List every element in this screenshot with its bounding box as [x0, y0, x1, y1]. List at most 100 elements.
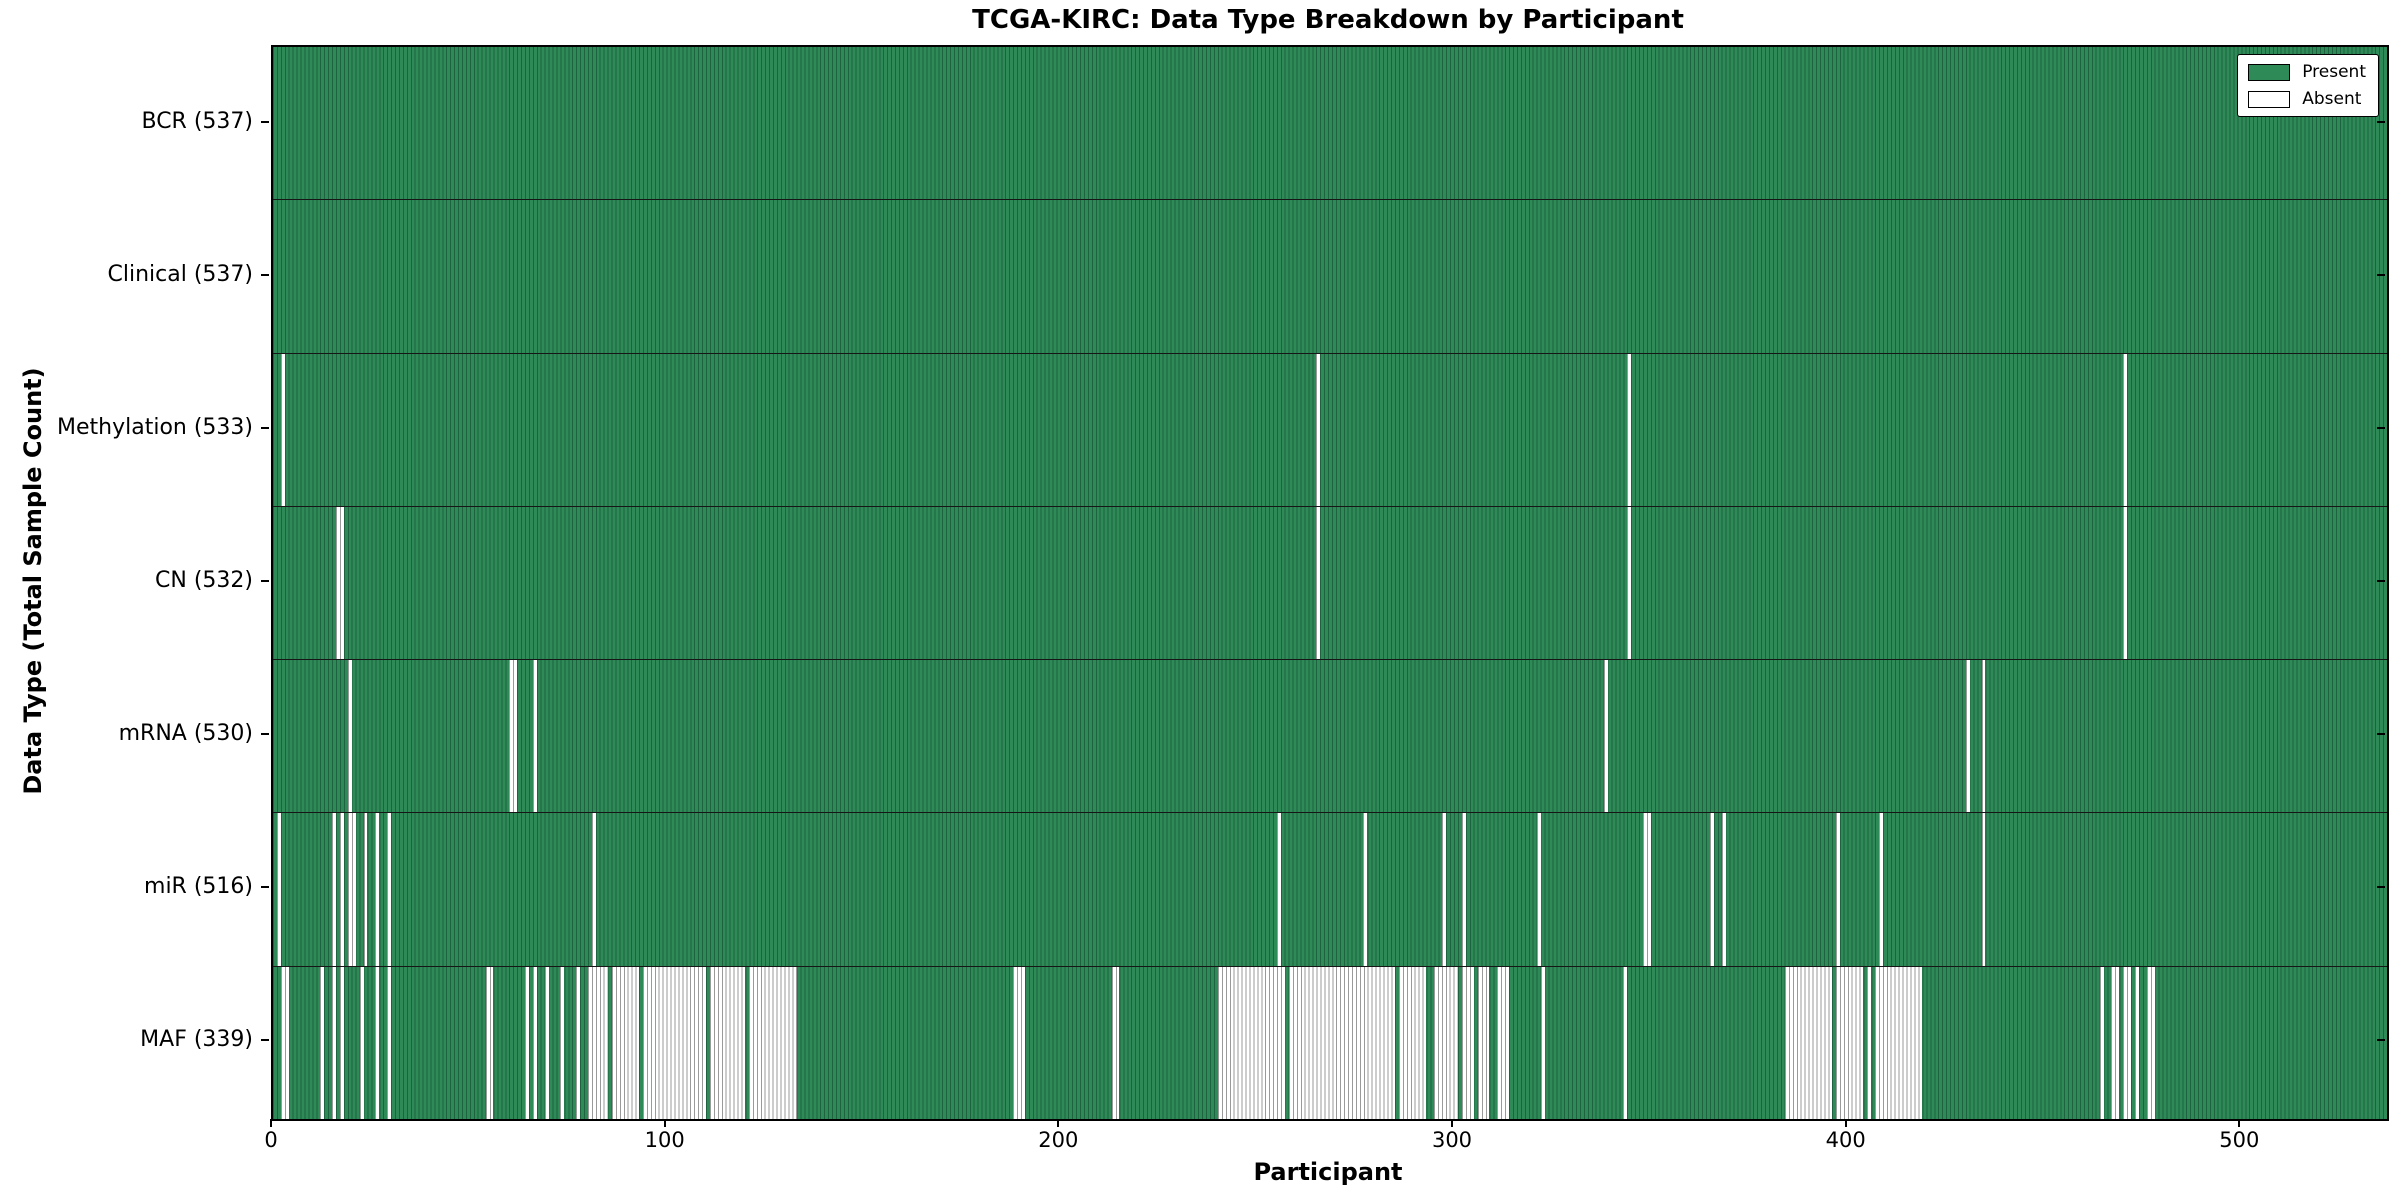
- absent-swatch-icon: [2248, 90, 2291, 108]
- present-swatch-icon: [2248, 63, 2291, 81]
- absent-segment: [485, 966, 494, 1119]
- x-tick: [270, 1119, 272, 1127]
- x-tick-label-500: 500: [2219, 1128, 2260, 1152]
- legend-entry-absent: Absent: [2248, 89, 2366, 109]
- absent-segment: [320, 966, 325, 1119]
- absent-segment: [280, 353, 285, 506]
- absent-segment: [280, 966, 289, 1119]
- absent-segment: [2123, 506, 2128, 660]
- absent-segment: [1603, 660, 1608, 813]
- absent-segment: [509, 660, 518, 813]
- absent-segment: [1709, 813, 1714, 966]
- x-tick: [1057, 1119, 1060, 1127]
- absent-segment: [2111, 966, 2120, 1119]
- y-tick: [261, 886, 269, 889]
- absent-segment: [387, 813, 392, 966]
- y-tick: [261, 120, 269, 123]
- heatmap-row-mir: [273, 812, 2387, 966]
- absent-segment: [532, 966, 537, 1119]
- x-tick-label-100: 100: [644, 1128, 685, 1152]
- absent-segment: [1316, 506, 1321, 660]
- absent-segment: [1111, 966, 1120, 1119]
- y-tick: [261, 426, 269, 429]
- x-tick-label-400: 400: [1825, 1128, 1866, 1152]
- absent-segment: [1721, 813, 1726, 966]
- x-tick: [1844, 1119, 1847, 1127]
- heatmap-row-mrna: [273, 659, 2387, 813]
- absent-segment: [1835, 966, 1864, 1119]
- absent-segment: [1623, 966, 1628, 1119]
- absent-segment: [1835, 813, 1840, 966]
- absent-segment: [2146, 966, 2155, 1119]
- y-tick-label-cn: CN (532): [155, 568, 253, 593]
- y-tick: [261, 1039, 269, 1042]
- plot-area: Present Absent: [271, 45, 2389, 1121]
- absent-segment: [1981, 813, 1986, 966]
- heatmap-row-cn: [273, 505, 2387, 660]
- absent-segment: [363, 813, 368, 966]
- legend-label-present: Present: [2302, 62, 2366, 82]
- absent-segment: [709, 966, 746, 1119]
- heatmap-row-maf: [273, 965, 2387, 1119]
- absent-segment: [347, 813, 356, 966]
- absent-segment: [1540, 966, 1545, 1119]
- absent-segment: [1879, 813, 1884, 966]
- x-axis-label: Participant: [1253, 1158, 1403, 1186]
- y-tick-right: [2377, 733, 2385, 736]
- absent-segment: [1497, 966, 1510, 1119]
- absent-segment: [1867, 966, 1872, 1119]
- absent-segment: [591, 813, 596, 966]
- absent-segment: [1316, 353, 1321, 506]
- absent-segment: [749, 966, 797, 1119]
- absent-segment: [1461, 966, 1474, 1119]
- absent-segment: [1536, 813, 1541, 966]
- absent-segment: [2099, 966, 2104, 1119]
- heatmap-row-methylation: [273, 352, 2387, 506]
- absent-segment: [1442, 813, 1447, 966]
- legend: Present Absent: [2237, 54, 2379, 117]
- x-tick-label-200: 200: [1038, 1128, 1079, 1152]
- legend-entry-present: Present: [2248, 62, 2366, 82]
- absent-segment: [332, 966, 336, 1119]
- absent-segment: [1288, 966, 1395, 1119]
- absent-segment: [1875, 966, 1923, 1119]
- y-tick-right: [2377, 1039, 2385, 1042]
- y-tick-label-bcr: BCR (537): [141, 108, 253, 134]
- absent-segment: [375, 813, 380, 966]
- absent-segment: [643, 966, 707, 1119]
- absent-segment: [544, 966, 549, 1119]
- y-tick-label-mrna: mRNA (530): [118, 721, 253, 747]
- y-tick-label-methylation: Methylation (533): [57, 414, 253, 440]
- absent-segment: [375, 966, 380, 1119]
- absent-segment: [587, 966, 608, 1119]
- y-tick-right: [2377, 120, 2385, 123]
- heatmap-rows: [273, 47, 2387, 1119]
- heatmap-row-clinical: [273, 199, 2387, 353]
- absent-segment: [1642, 813, 1651, 966]
- absent-segment: [1627, 353, 1632, 506]
- heatmap-row-bcr: [273, 47, 2387, 200]
- absent-segment: [339, 966, 344, 1119]
- y-tick-label-clinical: Clinical (537): [107, 261, 253, 287]
- chart-title: TCGA-KIRC: Data Type Breakdown by Partic…: [972, 5, 1684, 35]
- y-tick: [261, 273, 269, 276]
- y-tick: [261, 733, 269, 736]
- x-tick-label-300: 300: [1431, 1128, 1473, 1152]
- y-tick-right: [2377, 273, 2385, 276]
- absent-segment: [276, 813, 281, 966]
- y-tick-label-maf: MAF (339): [140, 1027, 253, 1053]
- y-tick-right: [2377, 580, 2385, 582]
- absent-segment: [1217, 966, 1285, 1119]
- absent-segment: [332, 813, 336, 966]
- absent-segment: [1477, 966, 1490, 1119]
- absent-segment: [576, 966, 581, 1119]
- absent-segment: [2123, 353, 2128, 506]
- absent-segment: [1627, 506, 1632, 660]
- absent-segment: [1013, 966, 1025, 1119]
- x-tick: [2238, 1119, 2241, 1127]
- absent-segment: [611, 966, 640, 1119]
- absent-segment: [1981, 660, 1986, 813]
- y-tick-label-mir: miR (516): [144, 874, 253, 900]
- absent-segment: [359, 966, 364, 1119]
- absent-segment: [532, 660, 537, 813]
